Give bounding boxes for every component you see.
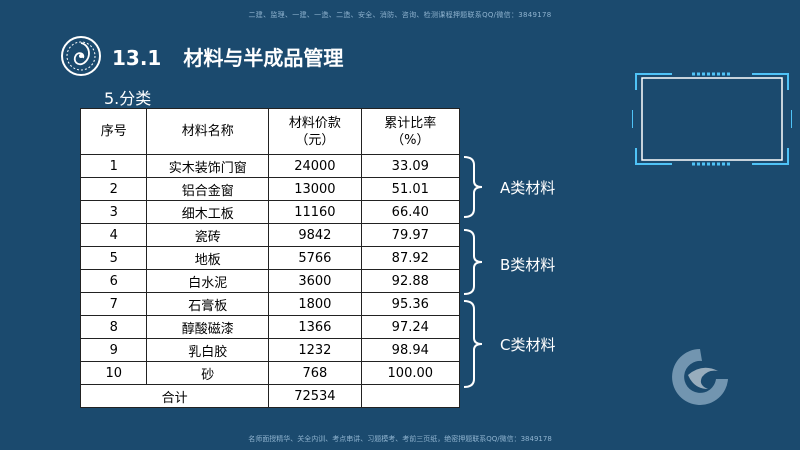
header-cell: 材料名称 <box>146 108 270 155</box>
table-cell: 768 <box>268 361 362 385</box>
table-cell: 9 <box>79 338 148 362</box>
table-cell: 醇酸磁漆 <box>146 315 270 339</box>
table-cell: 1 <box>79 154 148 178</box>
shell-emblem-icon <box>61 36 101 76</box>
table-row: 6 白水泥 3600 92.88 <box>79 269 461 293</box>
table-cell: 95.36 <box>360 292 461 316</box>
table-cell: 砂 <box>146 361 270 385</box>
table-row: 9 乳白胶 1232 98.94 <box>79 338 461 362</box>
table-cell: 1800 <box>268 292 362 316</box>
header-cell: 累计比率 （%） <box>360 108 461 155</box>
table-cell: 13000 <box>268 177 362 201</box>
table-cell: 白水泥 <box>146 269 270 293</box>
table-cell: 瓷砖 <box>146 223 270 247</box>
table-total-row: 合计 72534 <box>79 384 461 408</box>
header-text: （%） <box>391 132 430 148</box>
table-cell: 9842 <box>268 223 362 247</box>
table-row: 4 瓷砖 9842 79.97 <box>79 223 461 247</box>
table-cell: 92.88 <box>360 269 461 293</box>
header-cell: 材料价款 （元） <box>268 108 362 155</box>
table-cell: 11160 <box>268 200 362 224</box>
table-cell: 石膏板 <box>146 292 270 316</box>
table-cell: 地板 <box>146 246 270 270</box>
table-cell: 乳白胶 <box>146 338 270 362</box>
table-cell: 1366 <box>268 315 362 339</box>
table-cell: 98.94 <box>360 338 461 362</box>
table-cell: 5766 <box>268 246 362 270</box>
table-cell: 4 <box>79 223 148 247</box>
watermark-top: 二建、监理、一建、一造、二造、安全、消防、咨询、检测课程押题联系QQ/微信：38… <box>248 11 552 19</box>
table-cell: 100.00 <box>360 361 461 385</box>
group-label-b: B类材料 <box>500 256 556 274</box>
table-cell: 66.40 <box>360 200 461 224</box>
header-cell: 序号 <box>79 108 148 155</box>
table-cell: 3 <box>79 200 148 224</box>
table-cell: 79.97 <box>360 223 461 247</box>
table-cell: 8 <box>79 315 148 339</box>
materials-table: 序号 材料名称 材料价款 （元） 累计比率 （%） 1 实木装饰门窗 24000 33.0… <box>79 108 461 408</box>
table-row: 1 实木装饰门窗 24000 33.09 <box>79 154 461 178</box>
table-cell: 87.92 <box>360 246 461 270</box>
table-row: 2 铝合金窗 13000 51.01 <box>79 177 461 201</box>
table-cell: 33.09 <box>360 154 461 178</box>
watermark-bottom: 名师面授精华、关全内训、考点串讲、习题模考、考前三页纸，绝密押题联系QQ/微信：… <box>248 435 552 443</box>
brace-c-icon <box>463 300 483 388</box>
table-cell: 2 <box>79 177 148 201</box>
table-row: 7 石膏板 1800 95.36 <box>79 292 461 316</box>
total-label: 合计 <box>79 384 270 408</box>
wave-logo-icon <box>672 349 728 405</box>
page-title: 13.1 材料与半成品管理 <box>112 42 343 71</box>
table-cell: 细木工板 <box>146 200 270 224</box>
table-cell: 6 <box>79 269 148 293</box>
total-empty-cell <box>360 384 461 408</box>
brace-b-icon <box>463 229 483 295</box>
header-text: 材料价款 <box>288 115 341 131</box>
header-text: 材料名称 <box>181 124 234 139</box>
table-cell: 铝合金窗 <box>146 177 270 201</box>
brace-a-icon <box>463 156 483 218</box>
subtitle: 5.分类 <box>104 89 152 108</box>
table-row: 5 地板 5766 87.92 <box>79 246 461 270</box>
section-title: 材料与半成品管理 <box>183 46 344 70</box>
table-row: 10 砂 768 100.00 <box>79 361 461 385</box>
table-body: 1 实木装饰门窗 24000 33.09 2 铝合金窗 13000 51.01 3 细木工板 111… <box>79 154 461 385</box>
table-row: 8 醇酸磁漆 1366 97.24 <box>79 315 461 339</box>
group-label-a: A类材料 <box>500 179 556 197</box>
table-cell: 51.01 <box>360 177 461 201</box>
table-cell: 10 <box>79 361 148 385</box>
total-value: 72534 <box>268 384 362 408</box>
table-cell: 3600 <box>268 269 362 293</box>
header-text: （元） <box>295 132 335 148</box>
tech-frame-icon <box>632 72 792 166</box>
table-cell: 24000 <box>268 154 362 178</box>
group-label-c: C类材料 <box>500 336 556 354</box>
table-header-row: 序号 材料名称 材料价款 （元） 累计比率 （%） <box>79 108 461 155</box>
header-text: 累计比率 <box>384 115 437 131</box>
table-row: 3 细木工板 11160 66.40 <box>79 200 461 224</box>
header-text: 序号 <box>100 124 127 139</box>
table-cell: 5 <box>79 246 148 270</box>
table-cell: 97.24 <box>360 315 461 339</box>
table-cell: 7 <box>79 292 148 316</box>
section-number: 13.1 <box>112 46 162 70</box>
table-cell: 实木装饰门窗 <box>146 154 270 178</box>
table-cell: 1232 <box>268 338 362 362</box>
